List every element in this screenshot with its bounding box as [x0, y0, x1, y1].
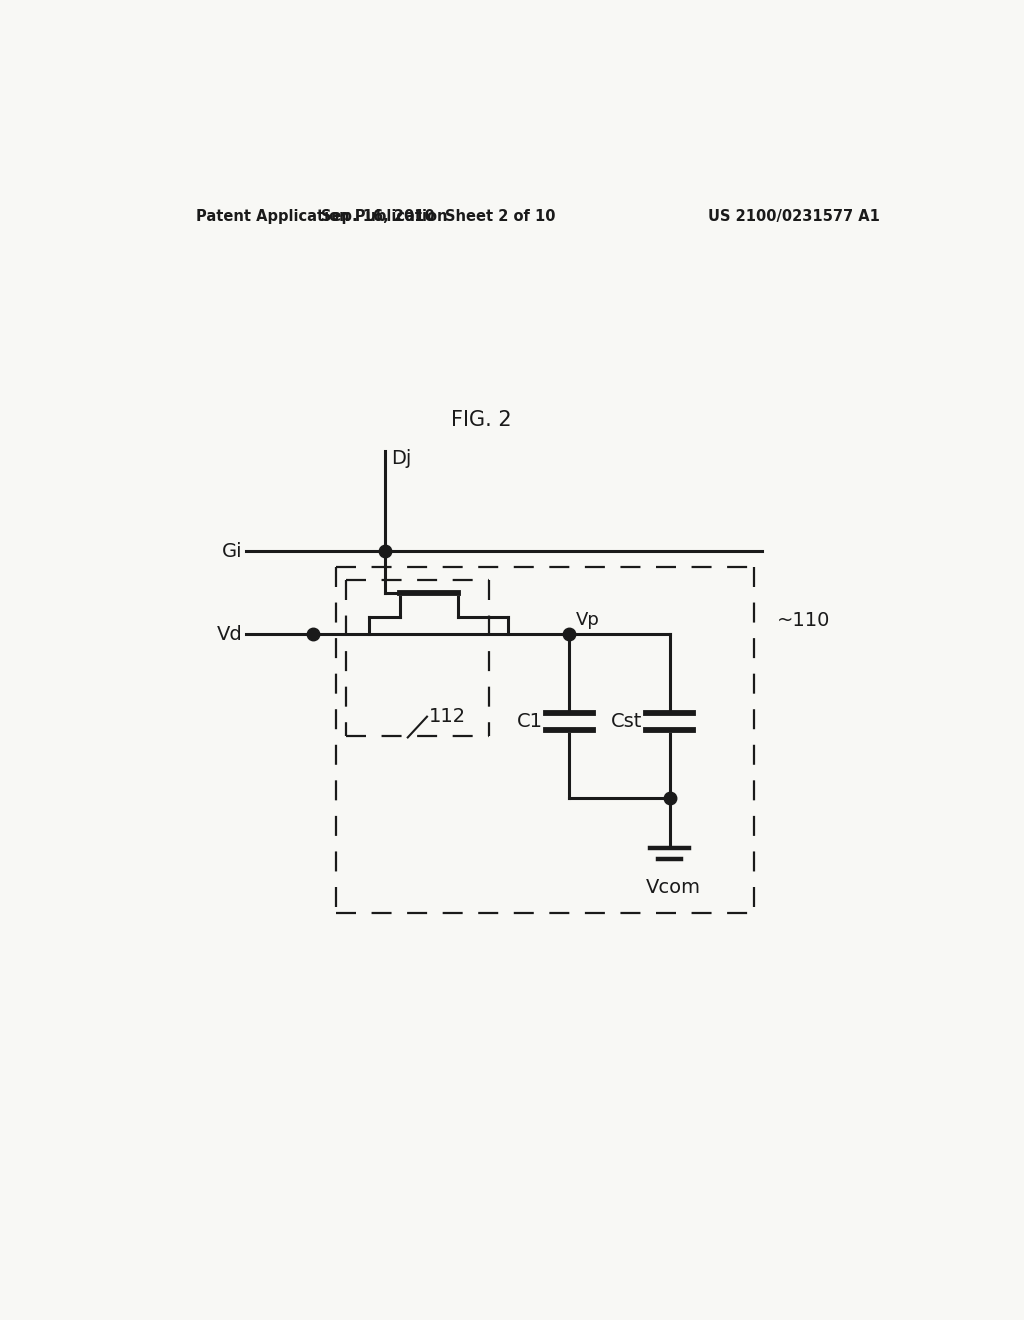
- Text: Sep. 16, 2010  Sheet 2 of 10: Sep. 16, 2010 Sheet 2 of 10: [322, 209, 556, 223]
- Text: US 2100/0231577 A1: US 2100/0231577 A1: [708, 209, 880, 223]
- Text: Patent Application Publication: Patent Application Publication: [196, 209, 447, 223]
- Text: Dj: Dj: [391, 449, 412, 469]
- Text: 112: 112: [429, 708, 467, 726]
- Text: Cst: Cst: [611, 711, 643, 731]
- Text: Vp: Vp: [575, 611, 599, 630]
- Text: FIG. 2: FIG. 2: [451, 411, 511, 430]
- Text: Vcom: Vcom: [646, 878, 700, 898]
- Text: Gi: Gi: [221, 541, 243, 561]
- Text: ~110: ~110: [777, 611, 830, 630]
- Text: Vd: Vd: [216, 624, 243, 644]
- Text: C1: C1: [516, 711, 543, 731]
